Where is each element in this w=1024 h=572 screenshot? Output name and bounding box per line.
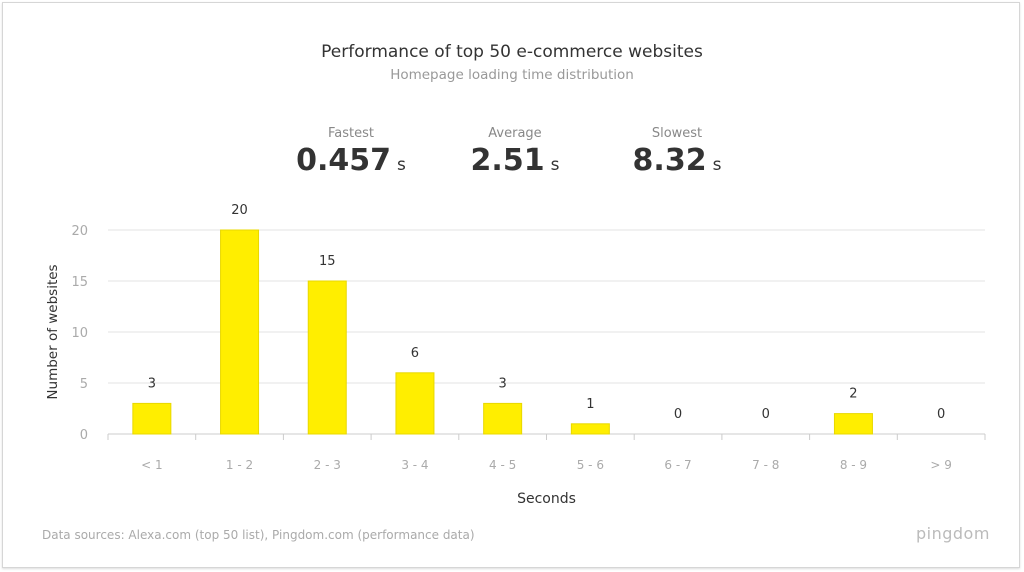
x-tick-label: 8 - 9 bbox=[840, 458, 867, 472]
x-tick-label: 3 - 4 bbox=[401, 458, 428, 472]
data-sources: Data sources: Alexa.com (top 50 list), P… bbox=[42, 528, 475, 542]
x-tick-label: 5 - 6 bbox=[577, 458, 604, 472]
chart-subtitle: Homepage loading time distribution bbox=[390, 67, 634, 83]
bar bbox=[395, 372, 435, 435]
data-label: 6 bbox=[411, 346, 419, 361]
y-axis-label: Number of websites bbox=[45, 264, 61, 399]
data-label: 0 bbox=[674, 407, 682, 422]
bar bbox=[132, 402, 172, 435]
chart-title: Performance of top 50 e-commerce website… bbox=[321, 42, 703, 62]
stat-label: Slowest bbox=[651, 126, 703, 141]
stat-value: 8.32 bbox=[632, 143, 707, 178]
y-tick-label: 15 bbox=[71, 275, 88, 290]
pingdom-logo: pingdom bbox=[916, 524, 990, 543]
stat-unit: s bbox=[550, 155, 560, 175]
data-label: 3 bbox=[148, 376, 156, 391]
stat-average: Average 2.51 s bbox=[435, 126, 595, 178]
y-tick-label: 10 bbox=[71, 326, 88, 341]
x-tick-label: 1 - 2 bbox=[226, 458, 253, 472]
x-tick-label: 4 - 5 bbox=[489, 458, 516, 472]
bar bbox=[570, 423, 610, 435]
x-tick-label: 2 - 3 bbox=[314, 458, 341, 472]
bar bbox=[220, 229, 260, 435]
stat-label: Average bbox=[488, 126, 542, 141]
data-label: 1 bbox=[586, 397, 594, 412]
x-tick-label: > 9 bbox=[930, 458, 952, 472]
data-label: 0 bbox=[762, 407, 770, 422]
data-label: 15 bbox=[319, 254, 336, 269]
y-tick-label: 5 bbox=[80, 377, 88, 392]
stat-value: 2.51 bbox=[470, 143, 545, 178]
x-axis-label: Seconds bbox=[517, 491, 576, 507]
stat-value: 0.457 bbox=[296, 143, 392, 178]
x-tick-label: 6 - 7 bbox=[664, 458, 691, 472]
data-label: 0 bbox=[937, 407, 945, 422]
data-label: 2 bbox=[849, 387, 857, 402]
stat-slowest: Slowest 8.32 s bbox=[597, 126, 757, 178]
stat-label: Fastest bbox=[328, 126, 374, 141]
data-label: 3 bbox=[499, 376, 507, 391]
stat-unit: s bbox=[712, 155, 722, 175]
stat-fastest: Fastest 0.457 s bbox=[271, 126, 431, 178]
bar bbox=[833, 413, 873, 435]
bar bbox=[483, 402, 523, 435]
data-label: 20 bbox=[231, 203, 248, 218]
bar bbox=[307, 280, 347, 435]
stat-unit: s bbox=[397, 155, 406, 175]
x-tick-label: < 1 bbox=[141, 458, 163, 472]
x-tick-label: 7 - 8 bbox=[752, 458, 779, 472]
y-tick-label: 20 bbox=[71, 224, 88, 239]
y-tick-label: 0 bbox=[80, 428, 88, 443]
